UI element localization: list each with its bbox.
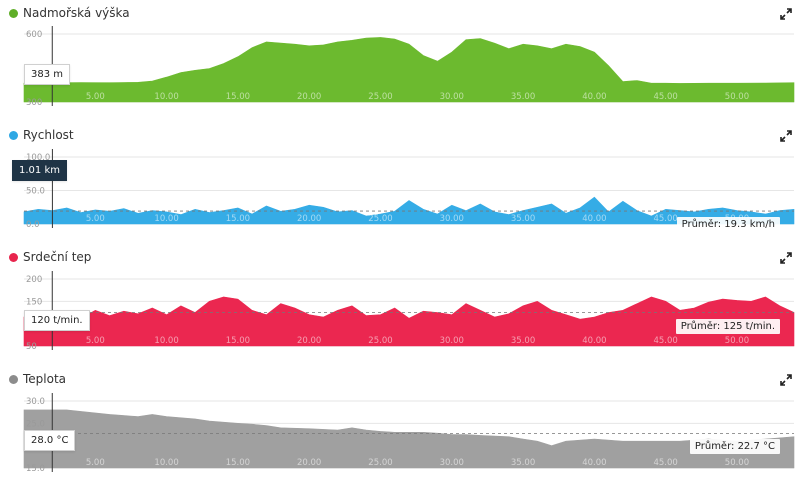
y-tick-label: 30.0 <box>26 397 45 407</box>
speed-legend-dot <box>9 130 18 140</box>
x-tick-label: 5.00 <box>86 458 105 468</box>
x-tick-label: 5.00 <box>86 214 105 224</box>
x-tick-label: 25.00 <box>368 336 392 346</box>
x-tick-label: 10.00 <box>154 92 178 102</box>
x-tick-label: 10.00 <box>154 336 178 346</box>
x-tick-label: 50.00 <box>725 92 749 102</box>
x-tick-label: 20.00 <box>297 214 321 224</box>
temperature-title-text: Teplota <box>23 372 67 386</box>
x-tick-label: 35.00 <box>511 458 535 468</box>
x-tick-label: 25.00 <box>368 458 392 468</box>
temperature-average-label: Průměr: 22.7 °C <box>689 439 780 454</box>
x-tick-label: 10.00 <box>154 458 178 468</box>
y-tick-label: 50 <box>26 342 37 352</box>
y-tick-label: 15.0 <box>26 464 45 474</box>
x-tick-label: 25.00 <box>368 92 392 102</box>
x-tick-label: 30.00 <box>440 458 464 468</box>
heart-rate-cursor-label: 120 t/min. <box>24 310 90 331</box>
expand-icon[interactable] <box>780 252 792 264</box>
expand-icon[interactable] <box>780 374 792 386</box>
x-tick-label: 20.00 <box>297 92 321 102</box>
x-tick-label: 50.00 <box>725 336 749 346</box>
x-tick-label: 25.00 <box>368 214 392 224</box>
expand-icon[interactable] <box>780 8 792 20</box>
x-tick-label: 45.00 <box>653 458 677 468</box>
x-tick-label: 40.00 <box>582 92 606 102</box>
heart-rate-panel: Srdeční tep 200 150 50 5.00 10.00 15.00 20.00 2… <box>0 244 800 366</box>
x-tick-label: 20.00 <box>297 336 321 346</box>
speed-average-label: Průměr: 19.3 km/h <box>676 217 780 232</box>
expand-icon[interactable] <box>780 130 792 142</box>
x-tick-label: 40.00 <box>582 458 606 468</box>
x-tick-label: 15.00 <box>226 214 250 224</box>
x-tick-label: 45.00 <box>653 92 677 102</box>
speed-cursor-label: 1.01 km <box>12 160 67 181</box>
elevation-title-text: Nadmořská výška <box>23 6 130 20</box>
x-tick-label: 5.00 <box>86 336 105 346</box>
temperature-title: Teplota <box>9 372 66 386</box>
heart-rate-average-label: Průměr: 125 t/min. <box>675 319 780 334</box>
heart-rate-chart[interactable]: 200 150 50 5.00 10.00 15.00 20.00 25.00 30.00 35.… <box>0 244 800 366</box>
x-tick-label: 10.00 <box>154 214 178 224</box>
x-tick-label: 30.00 <box>440 214 464 224</box>
y-tick-label: 300 <box>26 98 42 108</box>
x-tick-label: 5.00 <box>86 92 105 102</box>
x-tick-label: 35.00 <box>511 214 535 224</box>
elevation-chart[interactable]: 600 300 5.00 10.00 15.00 20.00 25.00 30.00 35.00… <box>0 0 800 122</box>
series-area <box>23 296 795 347</box>
heart-rate-title: Srdeční tep <box>9 250 91 264</box>
speed-title-text: Rychlost <box>23 128 74 142</box>
series-area <box>23 196 795 225</box>
x-tick-label: 15.00 <box>226 92 250 102</box>
x-tick-label: 45.00 <box>653 214 677 224</box>
x-tick-label: 30.00 <box>440 92 464 102</box>
y-tick-label: 200 <box>26 275 42 285</box>
temperature-chart[interactable]: 30.0 25.0 15.0 5.00 10.00 15.00 20.00 25.00 30.0… <box>0 366 800 488</box>
series-area <box>23 37 795 103</box>
x-tick-label: 30.00 <box>440 336 464 346</box>
elevation-cursor-label: 383 m <box>24 64 71 85</box>
temperature-panel: Teplota 30.0 25.0 15.0 5.00 10.00 15.00 20.00 2… <box>0 366 800 488</box>
x-tick-label: 35.00 <box>511 336 535 346</box>
x-tick-label: 15.00 <box>226 458 250 468</box>
speed-title: Rychlost <box>9 128 74 142</box>
speed-chart[interactable]: 100.0 50.0 0.0 5.00 10.00 15.00 20.00 25.00 30.0… <box>0 122 800 244</box>
x-tick-label: 35.00 <box>511 92 535 102</box>
x-tick-label: 50.00 <box>725 458 749 468</box>
x-tick-label: 40.00 <box>582 214 606 224</box>
series-area <box>23 409 795 469</box>
elevation-legend-dot <box>9 8 18 18</box>
y-tick-label: 150 <box>26 297 42 307</box>
y-tick-label: 50.0 <box>26 187 45 197</box>
temperature-cursor-label: 28.0 °C <box>24 430 76 451</box>
x-tick-label: 45.00 <box>653 336 677 346</box>
y-tick-label: 0.0 <box>26 220 40 230</box>
y-tick-label: 600 <box>26 30 42 40</box>
x-tick-label: 40.00 <box>582 336 606 346</box>
y-tick-label: 25.0 <box>26 419 45 429</box>
x-tick-label: 15.00 <box>226 336 250 346</box>
heart-rate-title-text: Srdeční tep <box>23 250 92 264</box>
elevation-title: Nadmořská výška <box>9 6 130 20</box>
y-tick-label: 100.0 <box>26 153 50 163</box>
speed-panel: Rychlost 100.0 50.0 0.0 5.00 10.00 15.00 20.00… <box>0 122 800 244</box>
elevation-panel: Nadmořská výška 600 300 5.00 10.00 15.00 20.0… <box>0 0 800 122</box>
temperature-legend-dot <box>9 374 18 384</box>
heart-rate-legend-dot <box>9 252 18 262</box>
x-tick-label: 20.00 <box>297 458 321 468</box>
